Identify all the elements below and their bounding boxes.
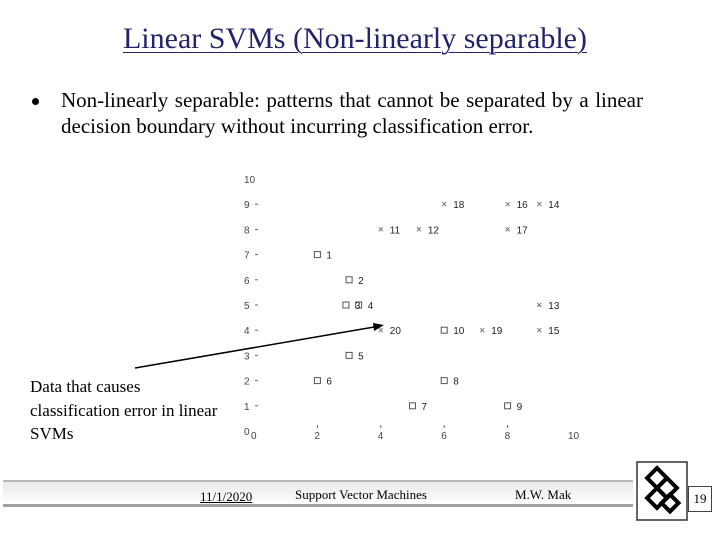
point-label: 7: [422, 402, 428, 413]
y-axis: 0 1 2 3 4 5 6 7 8 9 10: [244, 175, 258, 438]
square-point: [342, 301, 350, 309]
cross-point: [378, 327, 384, 333]
point-label: 10: [453, 326, 465, 337]
point-label: 5: [358, 351, 364, 362]
point-label: 14: [548, 200, 560, 211]
y-tick-label: 7: [244, 251, 250, 262]
square-point: [313, 251, 321, 259]
x-tick-label: 0: [251, 431, 257, 442]
square-point: [504, 402, 512, 410]
point-label: 13: [548, 301, 560, 312]
point-label: 1: [326, 251, 332, 262]
cross-point: [505, 227, 510, 232]
cross-point: [441, 201, 447, 207]
footer-date: 11/1/2020: [200, 489, 253, 504]
page-number: 19: [688, 486, 712, 512]
x-tick-label: 8: [505, 431, 511, 442]
cross-point: [536, 201, 542, 207]
y-tick-label: 9: [244, 200, 250, 211]
point-label: 19: [491, 326, 503, 337]
point-label: 20: [390, 326, 402, 337]
square-point: [440, 377, 448, 385]
point-label: 15: [548, 326, 560, 337]
square-point: [345, 276, 353, 284]
y-tick-label: 5: [244, 301, 250, 312]
annotation-text: Data that causes classification error in…: [30, 377, 218, 443]
point-label: 17: [517, 225, 529, 236]
cross-point: [479, 327, 485, 333]
y-tick-label: 4: [244, 326, 250, 337]
footer-bar: [3, 468, 705, 526]
point-label: 3: [355, 301, 361, 312]
point-label: 18: [453, 200, 465, 211]
annotation-arrow-line: [134, 325, 381, 369]
bullet-text: Non-linearly separable: patterns that ca…: [61, 88, 643, 138]
y-tick-label: 6: [244, 276, 250, 287]
annotation-arrow-head: [373, 323, 384, 331]
slide-title: Linear SVMs (Non-linearly separable): [122, 22, 587, 55]
university-logo: [636, 461, 688, 521]
x-tick-label: 4: [378, 431, 384, 442]
cross-point: [378, 227, 384, 232]
point-label: 11: [390, 225, 401, 236]
point-label: 8: [453, 377, 459, 388]
y-tick-label: 1: [244, 402, 250, 413]
square-point: [313, 377, 321, 385]
x-axis: 0 2 4 6 8 10: [251, 425, 580, 442]
square-point: [409, 402, 416, 410]
x-tick-label: 6: [441, 431, 447, 442]
y-tick-label: 2: [244, 377, 250, 388]
y-tick-label: 3: [244, 351, 250, 362]
bullet-marker: [32, 98, 39, 105]
y-tick-label: 8: [244, 225, 250, 236]
cross-point: [536, 327, 542, 333]
point-label: 12: [428, 225, 440, 236]
cross-point: [536, 302, 542, 308]
cross-point: [416, 227, 422, 232]
square-point: [355, 301, 363, 309]
point-label: 6: [326, 377, 332, 388]
footer-course: Support Vector Machines: [295, 487, 427, 502]
footer-author: M.W. Mak: [515, 487, 572, 502]
square-point: [440, 326, 448, 334]
y-tick-label: 10: [244, 175, 256, 186]
square-point: [345, 351, 353, 359]
x-tick-label: 2: [314, 431, 320, 442]
point-label: 2: [358, 276, 364, 287]
cross-point: [505, 201, 510, 207]
point-label: 9: [517, 402, 523, 413]
y-tick-label: 0: [244, 427, 250, 438]
x-tick-label: 10: [568, 431, 580, 442]
point-label: 16: [517, 200, 529, 211]
point-label: 4: [368, 301, 374, 312]
